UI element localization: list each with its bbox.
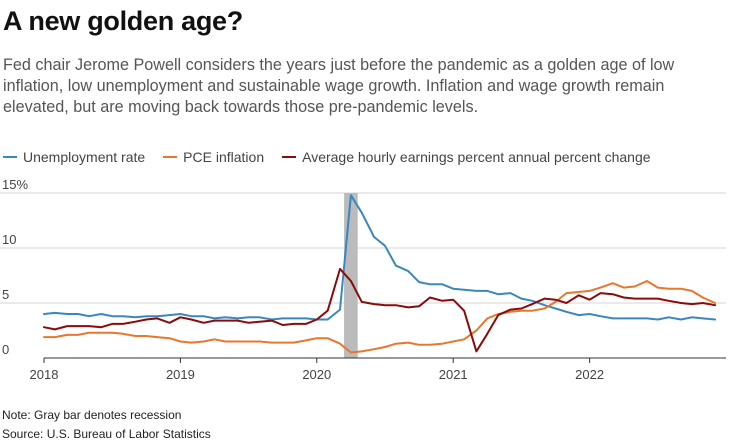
chart-title: A new golden age?	[3, 6, 243, 36]
legend-swatch-unemployment	[3, 155, 17, 159]
grid-layer	[0, 192, 726, 304]
legend-item-pce: PCE inflation	[163, 149, 264, 165]
source-note: Source: U.S. Bureau of Labor Statistics	[2, 427, 211, 441]
legend-item-earnings: Average hourly earnings percent annual p…	[282, 149, 651, 165]
x-tick-label-2018: 2018	[30, 367, 59, 382]
y-tick-label-5: 5	[2, 287, 9, 302]
legend-label-unemployment: Unemployment rate	[23, 149, 146, 165]
footnote: Note: Gray bar denotes recession	[2, 408, 182, 422]
axis-layer: 0 5 10 15% 2018 2019 2020 2021 2022	[2, 177, 726, 382]
legend-label-pce: PCE inflation	[183, 149, 265, 165]
legend-swatch-earnings	[282, 155, 297, 159]
line-chart: 0 5 10 15% 2018 2019 2020 2021 2022	[0, 177, 726, 382]
y-tick-label-0: 0	[2, 342, 9, 357]
series-line-average-hourly-earnings-percent-annual-percent-change	[43, 267, 717, 353]
legend-item-unemployment: Unemployment rate	[3, 149, 145, 165]
chart-legend: Unemployment rate PCE inflation Average …	[3, 148, 669, 166]
x-tick-label-2019: 2019	[166, 367, 195, 382]
y-tick-label-10: 10	[2, 232, 16, 247]
series-layer	[43, 194, 717, 354]
legend-swatch-pce	[163, 155, 178, 159]
x-tick-label-2020: 2020	[302, 367, 331, 382]
x-tick-label-2021: 2021	[439, 367, 468, 382]
series-line-unemployment-rate	[43, 194, 717, 321]
legend-label-earnings: Average hourly earnings percent annual p…	[302, 149, 651, 165]
y-tick-label-15: 15%	[2, 177, 28, 192]
series-line-pce-inflation	[43, 280, 717, 354]
x-tick-label-2022: 2022	[575, 367, 604, 382]
chart-subtitle: Fed chair Jerome Powell considers the ye…	[3, 56, 675, 116]
